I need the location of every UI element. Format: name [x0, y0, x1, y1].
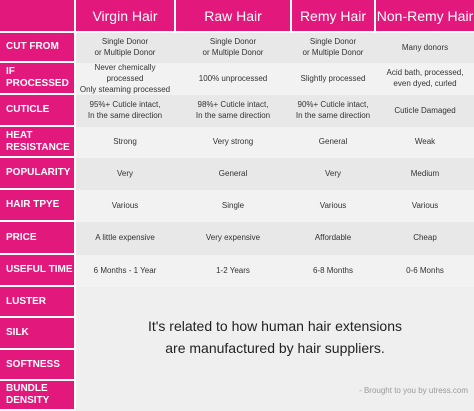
- row-label: HAIR TPYE: [0, 190, 74, 220]
- corner: [0, 0, 74, 31]
- cell: Very: [324, 168, 341, 178]
- row-label: BUNDLE DENSITY: [0, 381, 74, 409]
- cell: 0-6 Monhs: [406, 265, 444, 275]
- note-background: [76, 287, 474, 411]
- cell: Strong: [113, 137, 137, 146]
- cell: 100% unprocessed: [198, 73, 268, 83]
- column-header: Raw Hair: [176, 0, 290, 31]
- cell: Single Donor or Multiple Donor: [302, 37, 364, 57]
- cell: Medium: [410, 168, 440, 178]
- credit: - Brought to you by utress.com: [359, 385, 468, 395]
- cell: Various: [111, 200, 139, 210]
- cell: General: [318, 137, 348, 146]
- row-background: [76, 255, 474, 287]
- cell: Single Donor or Multiple Donor: [94, 37, 156, 57]
- row-label: CUT FROM: [0, 33, 74, 61]
- cell: Single Donor or Multiple Donor: [202, 37, 264, 57]
- cell: Acid bath, processed, even dyed, curled: [386, 68, 464, 88]
- cell: Affordable: [314, 233, 352, 242]
- cell: 1-2 Years: [216, 265, 250, 275]
- row-background: [76, 222, 474, 255]
- cell: Very strong: [212, 137, 254, 146]
- cell: Single: [221, 200, 245, 210]
- cell: Cuticle Damaged: [394, 105, 456, 115]
- cell: Very: [116, 168, 133, 178]
- column-header: Non-Remy Hair: [376, 0, 474, 31]
- cell: Various: [411, 200, 439, 210]
- row-label: PRICE: [0, 222, 74, 253]
- column-header: Virgin Hair: [76, 0, 174, 31]
- row-background: [76, 63, 474, 95]
- row-background: [76, 95, 474, 127]
- cell: 90%+ Cuticle intact, In the same directi…: [295, 100, 371, 120]
- row-label: IF PROCESSED: [0, 63, 74, 93]
- row-label: LUSTER: [0, 287, 74, 316]
- row-background: [76, 158, 474, 190]
- cell: Very expensive: [205, 233, 261, 242]
- cell: Many donors: [401, 42, 449, 52]
- cell: Never chemically processed Only steaming…: [79, 62, 171, 94]
- cell: Various: [319, 200, 347, 210]
- row-label: SOFTNESS: [0, 350, 74, 379]
- column-header: Remy Hair: [292, 0, 374, 31]
- cell: 6-8 Months: [312, 265, 354, 275]
- cell: Weak: [414, 137, 436, 146]
- note: It's related to how human hair extension…: [147, 318, 403, 356]
- cell: Slightly processed: [300, 73, 366, 83]
- row-background: [76, 33, 474, 63]
- cell: A little expensive: [95, 233, 155, 242]
- cell: 98%+ Cuticle intact, In the same directi…: [195, 100, 271, 120]
- cell: General: [218, 168, 248, 178]
- cell: 6 Months - 1 Year: [93, 265, 157, 275]
- row-label: POPULARITY: [0, 158, 74, 188]
- cell: Cheap: [413, 233, 437, 242]
- row-label: CUTICLE: [0, 95, 74, 125]
- row-label: USEFUL TIME: [0, 255, 74, 285]
- row-label: HEAT RESISTANCE: [0, 127, 74, 156]
- row-label: SILK: [0, 318, 74, 348]
- row-background: [76, 127, 474, 158]
- row-background: [76, 190, 474, 222]
- cell: 95%+ Cuticle intact, In the same directi…: [87, 100, 163, 120]
